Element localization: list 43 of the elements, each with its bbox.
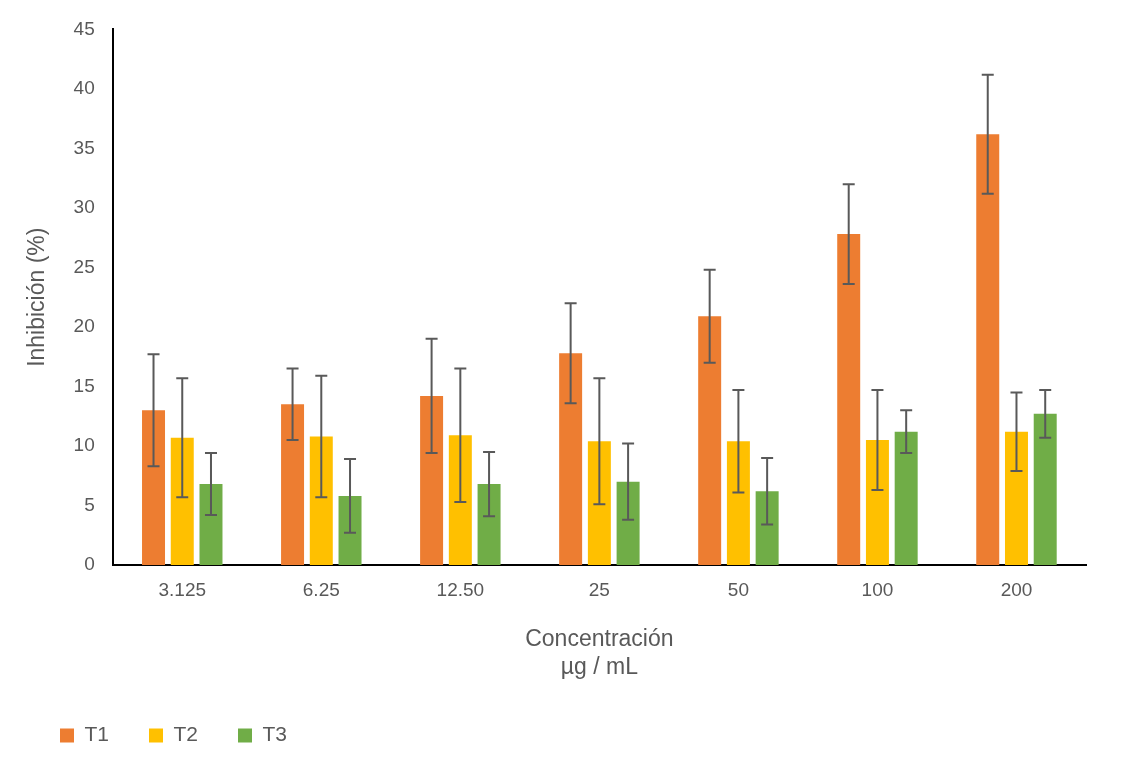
y-tick-label: 20 [73,315,95,337]
x-tick-label: 50 [727,578,749,600]
x-tick-label: 100 [861,578,894,600]
bar [338,495,362,565]
y-axis-title: Inhibición (%) [23,227,50,367]
legend-label: T3 [262,722,288,746]
bar [477,484,501,565]
bar [420,395,444,565]
bar [142,410,166,565]
bar [199,484,223,565]
bar [281,404,305,565]
bar [865,440,889,565]
bar [309,436,333,565]
bar [587,441,611,565]
legend-label: T1 [84,722,110,746]
y-tick-label: 30 [73,196,95,218]
bar [837,234,861,565]
bar [698,316,722,565]
x-tick-label: 200 [1000,578,1033,600]
y-tick-label: 10 [73,434,95,456]
bar [894,431,918,565]
x-tick-label: 12.50 [436,578,485,600]
bar [559,353,583,565]
bar [1033,413,1057,565]
y-tick-label: 25 [73,255,95,277]
x-tick-label: 3.125 [158,578,207,600]
bar [726,441,750,565]
bar [170,437,194,565]
legend-label: T2 [173,722,199,746]
bar [448,435,472,565]
x-tick-label: 6.25 [302,578,340,600]
bar [755,491,779,565]
y-tick-label: 35 [73,136,95,158]
y-tick-label: 40 [73,77,95,99]
y-tick-label: 5 [84,493,95,515]
bar [1004,431,1028,565]
x-axis-title: Concentración µg / mL [525,624,674,679]
bar [616,481,640,565]
y-tick-label: 15 [73,374,95,396]
y-tick-label: 45 [73,17,95,39]
y-tick-label: 0 [84,553,95,575]
x-tick-label: 25 [588,578,610,600]
bar [976,134,1000,565]
